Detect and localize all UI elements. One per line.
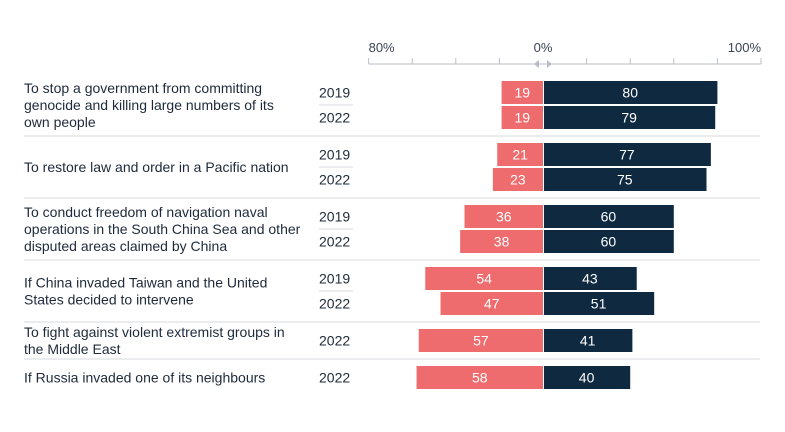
bar-positive — [544, 230, 674, 253]
year-label: 2019 — [319, 209, 350, 225]
bar-label-negative: 38 — [494, 234, 510, 250]
bar-negative — [418, 329, 543, 352]
bar-positive — [544, 143, 711, 166]
bar-positive — [544, 366, 631, 389]
bar-positive — [544, 106, 716, 129]
year-label: 2019 — [319, 147, 350, 163]
bar-negative — [425, 267, 543, 290]
bar-label-positive: 41 — [580, 333, 596, 349]
bar-label-negative: 58 — [472, 370, 488, 386]
right-arrow-icon — [547, 60, 552, 68]
bar-positive — [544, 292, 655, 315]
question-label: If China invaded Taiwan and the United — [24, 275, 267, 291]
bar-positive — [544, 168, 707, 191]
question-label: To conduct freedom of navigation naval — [24, 204, 268, 220]
bar-label-negative: 19 — [515, 85, 531, 101]
bar-negative — [416, 366, 543, 389]
bar-label-positive: 79 — [621, 110, 637, 126]
question-label: disputed areas claimed by China — [24, 238, 227, 254]
bar-positive — [544, 205, 674, 228]
bar-negative — [501, 81, 543, 104]
year-label: 2022 — [319, 296, 350, 312]
left-arrow-icon — [534, 60, 539, 68]
question-label: To restore law and order in a Pacific na… — [24, 159, 289, 175]
bar-label-negative: 54 — [476, 271, 492, 287]
bar-label-negative: 19 — [515, 110, 531, 126]
bar-negative — [492, 168, 543, 191]
bar-label-negative: 57 — [473, 333, 489, 349]
bar-label-positive: 60 — [601, 234, 617, 250]
year-label: 2022 — [319, 110, 350, 126]
bar-negative — [501, 106, 543, 129]
bar-label-positive: 75 — [617, 172, 633, 188]
bar-label-positive: 77 — [619, 147, 635, 163]
bar-label-negative: 47 — [484, 296, 500, 312]
bar-label-positive: 51 — [591, 296, 607, 312]
bar-label-positive: 40 — [579, 370, 595, 386]
question-label: If Russia invaded one of its neighbours — [24, 370, 265, 386]
year-label: 2019 — [319, 85, 350, 101]
year-label: 2022 — [319, 234, 350, 250]
axis-tick-label: 80% — [369, 40, 395, 55]
axis-tick-label: 0% — [534, 40, 553, 55]
bar-positive — [544, 267, 637, 290]
question-label: To fight against violent extremist group… — [24, 324, 285, 340]
bar-label-positive: 80 — [622, 85, 638, 101]
bar-label-positive: 43 — [582, 271, 598, 287]
bar-positive — [544, 329, 633, 352]
bar-label-negative: 21 — [512, 147, 528, 163]
bar-negative — [460, 230, 543, 253]
bar-negative — [464, 205, 543, 228]
year-label: 2022 — [319, 370, 350, 386]
question-label: the Middle East — [24, 341, 121, 357]
axis-tick-label: 100% — [728, 40, 762, 55]
year-label: 2019 — [319, 271, 350, 287]
year-label: 2022 — [319, 172, 350, 188]
bar-positive — [544, 81, 718, 104]
question-label: own people — [24, 114, 96, 130]
question-label: States decided to intervene — [24, 292, 194, 308]
bar-label-positive: 60 — [601, 209, 617, 225]
question-label: To stop a government from committing — [24, 80, 262, 96]
year-label: 2022 — [319, 333, 350, 349]
bar-negative — [440, 292, 543, 315]
bar-label-negative: 36 — [496, 209, 512, 225]
question-label: genocide and killing large numbers of it… — [24, 97, 274, 113]
bar-negative — [497, 143, 543, 166]
bar-label-negative: 23 — [510, 172, 526, 188]
question-label: operations in the South China Sea and ot… — [24, 221, 301, 237]
